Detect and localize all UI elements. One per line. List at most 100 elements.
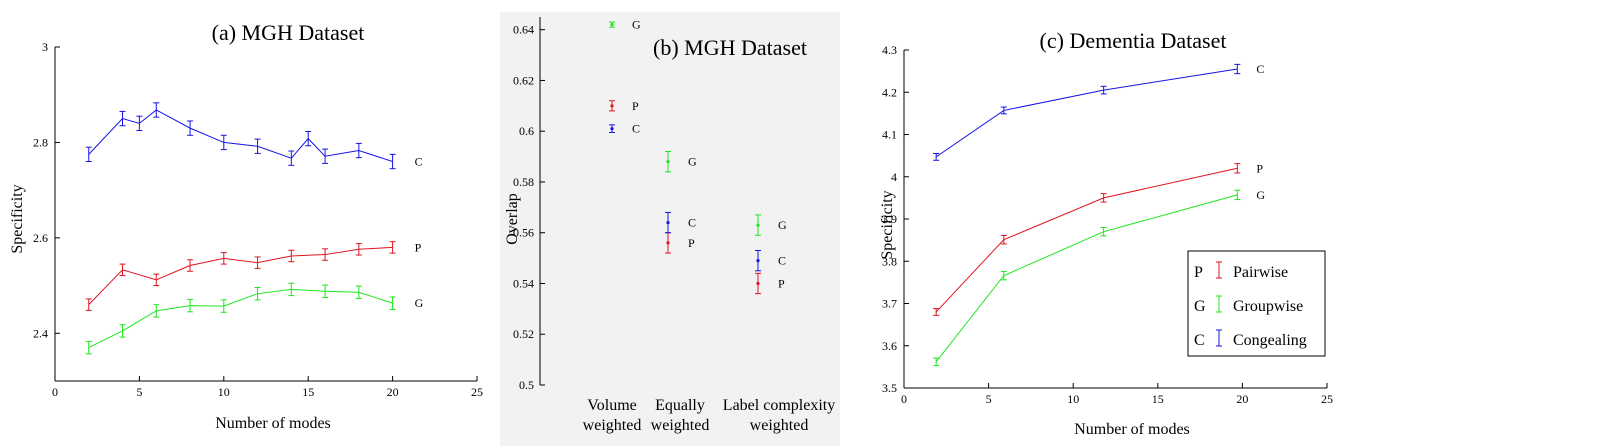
panel-c-legend-label-G: Groupwise (1233, 298, 1303, 315)
panel-a-y-tick-label: 2.6 (33, 231, 48, 245)
panel-a-x-tick-label: 10 (218, 385, 230, 399)
panel-a-specificity-mgh: (a) MGH Dataset Specificity Number of mo… (9, 20, 483, 432)
panel-b-point-P (666, 241, 670, 245)
panel-b-point-label-P: P (688, 236, 695, 250)
panel-b-title: (b) MGH Dataset (653, 35, 807, 60)
panel-c-errorbar-G (933, 357, 940, 367)
panel-c-series-label-G: G (1256, 188, 1265, 202)
panel-b-category-label: Label complexity (723, 397, 835, 414)
panel-a-errorbar-C (119, 110, 126, 127)
panel-c-line-G (935, 194, 1238, 363)
panel-c-legend: P Pairwise G Groupwise C Congealing (1187, 250, 1326, 357)
panel-a-line-C (88, 109, 393, 162)
panel-c-legend-label-C: Congealing (1233, 332, 1307, 349)
panel-c-legend-key-G: G (1194, 298, 1206, 315)
panel-a-errorbar-C (187, 120, 194, 136)
panel-a-series-C: C (85, 102, 423, 170)
panel-a-line-P (88, 246, 393, 306)
panel-a-x-tick-label: 25 (471, 385, 483, 399)
panel-a-errorbar-C (153, 102, 160, 118)
panel-b-point-C (610, 127, 614, 131)
panel-a-errorbar-G (153, 304, 160, 318)
panel-a-series-G: G (85, 282, 424, 355)
panel-a-errorbar-P (220, 252, 227, 265)
panel-b-point-C (756, 259, 760, 263)
panel-b-point-C (666, 220, 670, 225)
panel-c-title: (c) Dementia Dataset (1040, 28, 1227, 53)
panel-a-errorbar-G (389, 296, 396, 310)
panel-c-specificity-dementia: (c) Dementia Dataset Specificity Number … (879, 28, 1333, 438)
panel-c-y-tick-label: 3.8 (882, 254, 897, 268)
panel-b-series-G: G G G (609, 18, 787, 236)
panel-c-xlabel: Number of modes (1074, 421, 1190, 438)
panel-c-y-tick-label: 4.1 (882, 128, 897, 142)
panel-a-errorbar-C (136, 115, 143, 131)
panel-b-point-label-C: C (778, 254, 786, 268)
panel-a-errorbar-G (187, 298, 194, 313)
panel-a-errorbar-G (288, 282, 295, 297)
panel-b-category-label: weighted (583, 417, 642, 434)
panel-a-errorbar-C (220, 134, 227, 151)
panel-c-legend-marker-C (1216, 329, 1222, 347)
panel-c-errorbar-G (1000, 270, 1007, 281)
panel-b-series-C: C C C (609, 122, 786, 272)
panel-c-errorbar-G (1234, 189, 1241, 201)
panel-a-errorbar-C (254, 138, 261, 154)
panel-a-errorbar-C (85, 146, 92, 163)
panel-a-errorbar-P (119, 263, 126, 277)
panel-b-category-label: Equally (655, 397, 705, 414)
panel-b-point-G (666, 160, 670, 164)
panel-a-errorbar-C (288, 150, 295, 166)
panel-b-category-label: weighted (750, 417, 809, 434)
panel-c-series-P: P (933, 161, 1263, 316)
panel-c-legend-key-C: C (1194, 332, 1205, 349)
panel-a-line-G (88, 288, 393, 349)
panel-a-x-tick-label: 15 (302, 385, 314, 399)
panel-a-ylabel: Specificity (9, 184, 26, 253)
panel-c-legend-key-P: P (1194, 264, 1203, 281)
panel-a-errorbar-G (85, 340, 92, 355)
panel-c-errorbar-C (1234, 63, 1241, 75)
panel-b-y-tick-label: 0.62 (513, 73, 534, 87)
panel-b-y-tick-label: 0.52 (513, 327, 534, 341)
panel-c-errorbar-P (1234, 163, 1241, 174)
panel-c-series-G: G (933, 188, 1265, 367)
panel-c-series-C: C (933, 62, 1264, 161)
panel-a-series-label-P: P (415, 240, 422, 254)
panel-a-errorbar-P (153, 273, 160, 287)
panel-b-point-label-P: P (632, 99, 639, 113)
panel-a-errorbar-G (119, 324, 126, 338)
panel-b-y-tick-label: 0.64 (513, 23, 534, 37)
panel-a-series-label-C: C (415, 155, 423, 169)
panel-a-x-tick-label: 5 (136, 385, 142, 399)
panel-c-x-tick-label: 5 (986, 392, 992, 406)
panel-c-ylabel: Specificity (879, 190, 896, 259)
panel-b-category-label: weighted (651, 417, 710, 434)
panel-c-y-tick-label: 3.5 (882, 381, 897, 395)
panel-c-x-tick-label: 15 (1152, 392, 1164, 406)
panel-a-errorbar-P (322, 248, 329, 261)
panel-c-legend-box (1187, 250, 1326, 357)
panel-a-y-tick-label: 2.4 (33, 326, 48, 340)
panel-c-y-tick-label: 3.9 (882, 212, 897, 226)
panel-a-errorbar-P (389, 241, 396, 254)
panel-c-errorbar-P (933, 308, 940, 316)
panel-c-legend-label-P: Pairwise (1233, 264, 1288, 281)
panel-b-point-P (756, 281, 760, 286)
panel-b-y-tick-label: 0.56 (513, 226, 534, 240)
panel-c-y-tick-label: 3.6 (882, 339, 897, 353)
panel-b-point-label-G: G (632, 18, 641, 32)
panel-a-errorbar-G (355, 285, 362, 299)
panel-c-series-label-P: P (1256, 161, 1263, 175)
panel-b-y-tick-label: 0.5 (519, 378, 534, 392)
panel-b-point-label-G: G (688, 155, 697, 169)
panel-c-x-tick-label: 25 (1321, 392, 1333, 406)
panel-b-y-tick-label: 0.58 (513, 175, 534, 189)
panel-b-ylabel: Overlap (504, 193, 521, 245)
panel-c-y-tick-label: 4.3 (882, 43, 897, 57)
panel-a-errorbar-P (288, 249, 295, 263)
panel-a-title: (a) MGH Dataset (212, 20, 365, 45)
panel-b-series-P: P P P (609, 99, 785, 295)
panel-c-y-tick-label: 4.2 (882, 85, 897, 99)
